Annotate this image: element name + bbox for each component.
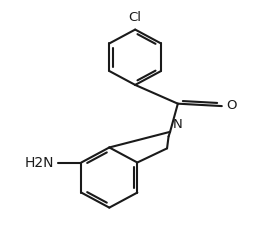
Text: N: N xyxy=(173,118,183,131)
Text: Cl: Cl xyxy=(129,11,142,24)
Text: O: O xyxy=(226,99,237,112)
Text: H2N: H2N xyxy=(24,156,54,169)
